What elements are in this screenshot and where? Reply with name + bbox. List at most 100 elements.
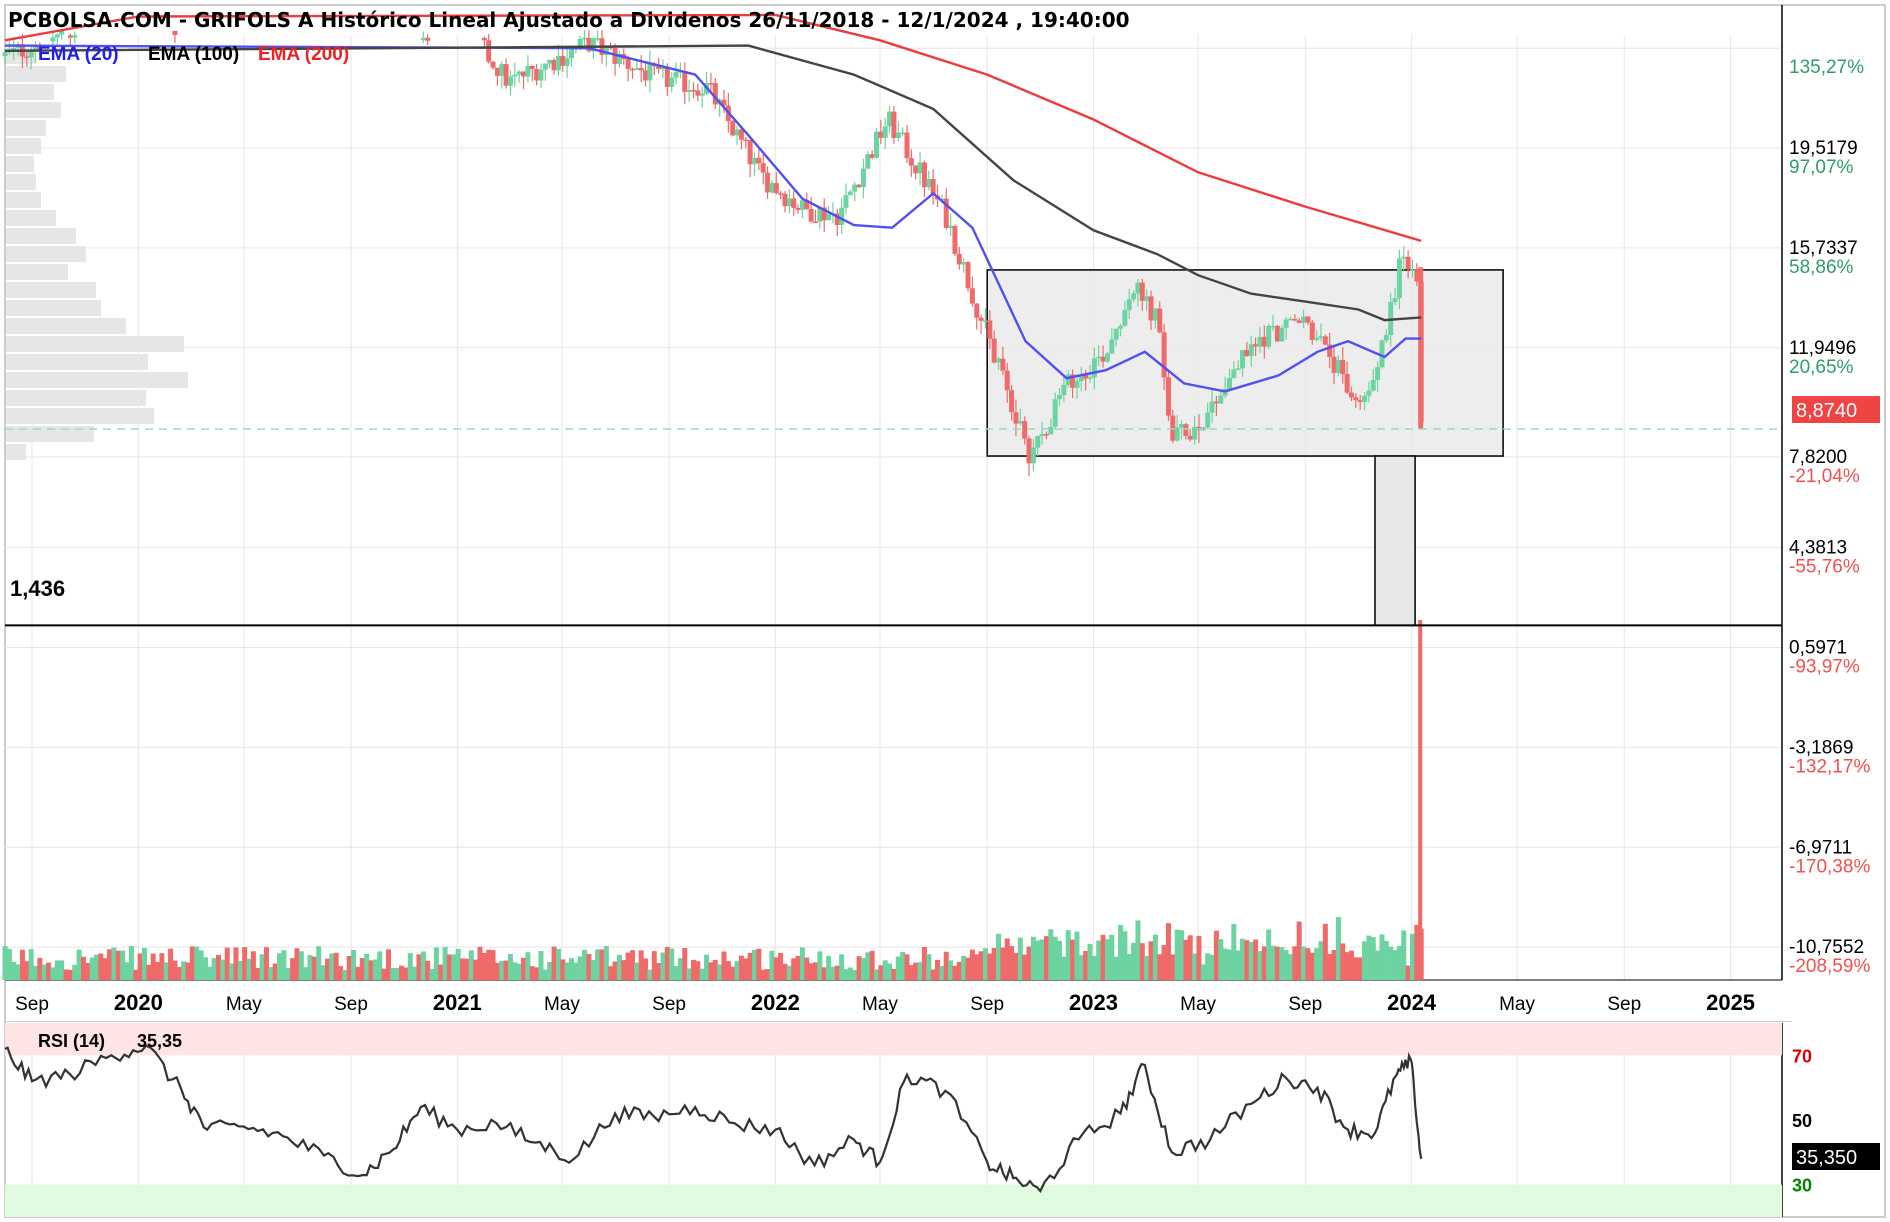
volume-bar [1192,953,1198,980]
volume-bar [651,951,657,980]
volume-profile-bar [6,192,41,208]
candle-body [1165,377,1171,416]
volume-bar [499,960,505,980]
candle-body [669,77,675,87]
volume-bar [1057,940,1063,980]
candle-body [1379,340,1385,368]
candle-body [420,37,426,41]
candle-body [900,132,906,135]
volume-bar [464,958,470,980]
volume-bar [473,959,479,980]
volume-bar [943,951,949,980]
candle-body [1209,401,1215,413]
volume-bar [795,955,801,980]
time-axis-label: 2025 [1706,990,1755,1015]
candle-body [1118,325,1124,329]
candle-body [839,207,845,225]
volume-bar [843,969,849,980]
candle-body [555,55,561,71]
candle-body [1375,367,1381,380]
candle-body [538,69,544,81]
legend-ema20[interactable]: EMA (20) [38,44,119,65]
volume-bar [778,952,784,980]
volume-bar [1409,933,1415,980]
volume-bar [534,967,540,980]
volume-bar [1139,943,1145,980]
volume-bar [1309,952,1315,980]
candle-body [656,66,662,69]
volume-bar [799,947,805,980]
candle-body [28,51,34,58]
volume-bar [1126,953,1132,980]
volume-bar [303,967,309,980]
volume-bar [1209,954,1215,980]
volume-bar [616,954,622,980]
volume-bar [59,960,65,980]
time-axis-label: Sep [334,994,368,1015]
volume-bar [704,954,710,980]
candle-body [1026,438,1032,464]
volume-bar [425,960,431,980]
candle-body [1231,369,1237,378]
volume-bar [1379,934,1385,980]
candle-body [1161,332,1167,378]
legend-ema100[interactable]: EMA (100) [148,44,239,65]
volume-bar [599,949,605,980]
volume-bar [311,956,317,980]
volume-bar [163,962,169,980]
volume-bar [1109,934,1115,980]
volume-bar [33,965,39,980]
rsi-panel-divider [5,1021,1792,1022]
volume-bar [1100,934,1106,980]
candle-body [1170,415,1176,441]
candle-body [869,154,875,158]
candle-body [921,162,927,188]
volume-bar [1257,951,1263,980]
volume-bar [133,969,139,980]
volume-bar [538,951,544,980]
volume-bar [782,963,788,980]
ema-legend[interactable]: EMA (20) EMA (100) EMA (200) [38,44,349,65]
volume-profile-bar [6,138,41,154]
volume-profile-bar [6,372,188,388]
volume-bar [263,947,269,980]
volume-bar [1388,946,1394,980]
candle-body [1218,395,1224,404]
candle-body [1292,318,1298,321]
volume-bar [856,956,862,980]
volume-bar [791,958,797,980]
volume-bar [2,946,8,980]
candle-body [1327,344,1333,357]
candle-body [874,131,880,158]
candle-body [773,183,779,194]
candle-body [629,68,635,71]
volume-bar [1366,935,1372,980]
volume-bar [1235,950,1241,980]
candle-body [1061,384,1067,396]
volume-bar [433,947,439,980]
volume-bar [1083,950,1089,980]
time-axis-label: May [862,994,898,1015]
volume-bar [860,958,866,980]
volume-bar [394,968,400,980]
volume-bar [246,958,252,980]
volume-bar [168,948,174,980]
volume-bar [586,954,592,980]
volume-bar [307,955,313,980]
volume-bar [926,954,932,980]
candle-body [799,200,805,211]
candle-body [1113,328,1119,340]
legend-ema200[interactable]: EMA (200) [258,44,349,65]
candle-body [1139,282,1145,301]
candle-body [1235,368,1241,370]
volume-bar [1405,965,1411,980]
pct-axis-label: -132,17% [1789,756,1870,777]
volume-bar [159,953,165,980]
volume-bar [1266,929,1272,980]
volume-bar [385,949,391,980]
volume-bar [621,960,627,980]
volume-bar [1226,949,1232,980]
candle-body [673,72,679,78]
volume-bar [699,968,705,980]
volume-profile-bar [6,282,96,298]
